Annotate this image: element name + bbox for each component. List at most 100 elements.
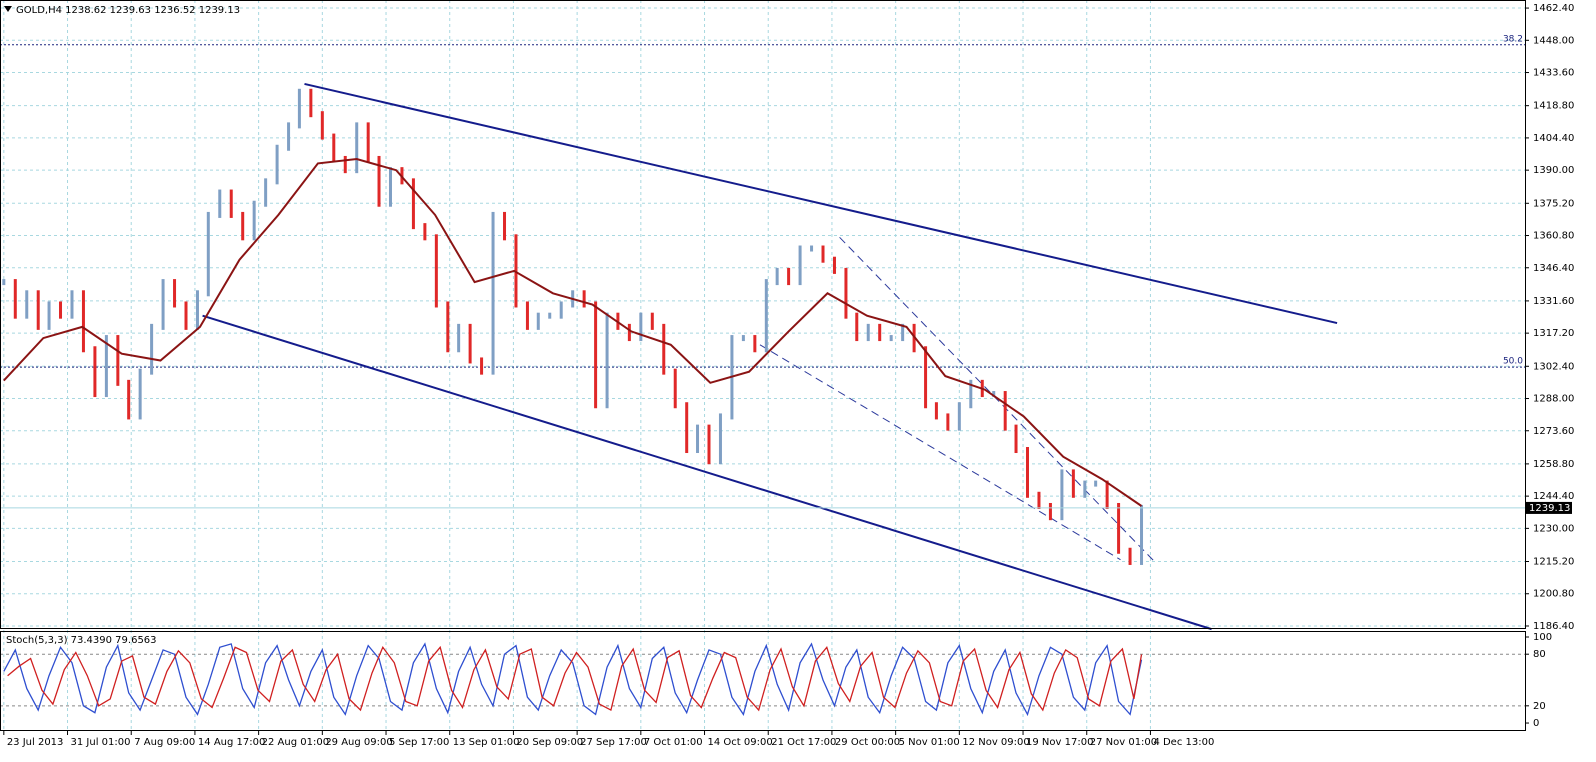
main-title: GOLD,H4 1238.62 1239.63 1236.52 1239.13	[16, 5, 240, 16]
price-bar	[992, 391, 996, 398]
price-bar	[594, 301, 598, 409]
x-tick-label: 27 Nov 01:00	[1090, 737, 1157, 748]
price-bar	[343, 155, 347, 174]
price-bar	[366, 122, 370, 162]
price-bar	[1025, 447, 1029, 498]
price-bar	[36, 290, 40, 330]
price-bar	[1083, 480, 1087, 498]
price-bar	[753, 335, 757, 353]
price-bar	[297, 88, 301, 129]
price-bar	[104, 335, 108, 398]
price-bar	[457, 323, 461, 353]
current-price-box	[1526, 501, 1572, 514]
x-tick-label: 19 Nov 17:00	[1026, 737, 1093, 748]
price-bar	[388, 167, 392, 207]
price-bar	[536, 312, 540, 330]
price-bar	[685, 402, 689, 454]
price-bar	[275, 144, 279, 185]
price-bar	[548, 312, 552, 319]
price-bar	[252, 200, 256, 241]
price-bar	[946, 413, 950, 431]
x-tick-label: 31 Jul 01:00	[71, 737, 131, 748]
price-bar	[901, 323, 905, 342]
y-tick-label: 1331.60	[1533, 296, 1574, 307]
price-bar	[662, 323, 666, 375]
price-bar	[1128, 547, 1132, 565]
fib-label: 50.0	[1503, 357, 1523, 367]
price-bar	[1037, 491, 1041, 509]
x-tick-label: 29 Aug 09:00	[325, 737, 392, 748]
price-bar	[821, 245, 825, 263]
y-tick-label: 1418.80	[1533, 101, 1574, 112]
price-bar	[878, 323, 882, 342]
price-bar	[218, 189, 222, 218]
price-bar	[150, 323, 154, 375]
stoch-title: Stoch(5,3,3) 73.4390 79.6563	[6, 635, 157, 646]
price-bar	[650, 312, 654, 330]
price-bar	[582, 290, 586, 308]
price-bar	[639, 312, 643, 342]
trend-line	[304, 82, 1338, 325]
y-tick-label: 0	[1533, 718, 1539, 729]
price-bar	[70, 290, 74, 319]
price-bar	[696, 424, 700, 454]
y-tick-label: 1244.40	[1533, 491, 1574, 502]
y-tick-label: 1375.20	[1533, 198, 1574, 209]
price-bar	[491, 211, 495, 375]
price-bar	[184, 301, 188, 330]
price-bar	[411, 178, 415, 230]
y-tick-label: 1288.00	[1533, 394, 1574, 405]
y-tick-label: 1448.00	[1533, 35, 1574, 46]
main-frame	[0, 0, 1526, 629]
price-bar	[195, 290, 199, 330]
x-tick-label: 23 Jul 2013	[7, 737, 64, 748]
price-bar	[1117, 502, 1121, 554]
x-tick-label: 27 Sep 17:00	[580, 737, 647, 748]
price-bar	[673, 368, 677, 409]
y-tick-label: 1258.80	[1533, 459, 1574, 470]
price-bar	[2, 279, 6, 286]
y-tick-label: 1273.60	[1533, 426, 1574, 437]
y-tick-label: 1404.40	[1533, 133, 1574, 144]
price-bar	[866, 323, 870, 342]
x-tick-label: 7 Oct 01:00	[644, 737, 703, 748]
price-bar	[924, 346, 928, 409]
price-bar	[798, 245, 802, 286]
x-tick-label: 4 Dec 13:00	[1153, 737, 1214, 748]
price-bar	[855, 312, 859, 342]
price-bar	[1140, 504, 1144, 565]
price-bar	[764, 279, 768, 353]
price-bar	[1014, 424, 1018, 454]
y-tick-label: 20	[1533, 701, 1546, 712]
price-bar	[1071, 469, 1075, 498]
price-bar	[627, 323, 631, 342]
price-bar	[309, 88, 313, 118]
price-bar	[138, 368, 142, 420]
trend-line	[202, 314, 1212, 631]
price-bar	[775, 267, 779, 286]
current-price-label: 1239.13	[1529, 503, 1570, 514]
price-bar	[81, 290, 85, 353]
y-tick-label: 1390.00	[1533, 165, 1574, 176]
y-tick-label: 1360.80	[1533, 231, 1574, 242]
menu-arrow[interactable]	[4, 6, 12, 12]
price-bar	[1060, 469, 1064, 521]
x-tick-label: 29 Oct 00:00	[835, 737, 900, 748]
y-tick-label: 80	[1533, 649, 1546, 660]
x-tick-label: 5 Nov 01:00	[899, 737, 960, 748]
stoch-main	[3, 642, 1143, 717]
price-bar	[434, 234, 438, 308]
price-bar	[59, 301, 63, 319]
price-bar	[446, 301, 450, 353]
price-bar	[718, 413, 722, 465]
price-bar	[161, 279, 165, 330]
price-bar	[423, 223, 427, 241]
y-tick-label: 1200.80	[1533, 589, 1574, 600]
y-tick-label: 1302.40	[1533, 361, 1574, 372]
price-bar	[468, 323, 472, 364]
price-bar	[787, 267, 791, 286]
x-tick-label: 14 Aug 17:00	[198, 737, 265, 748]
price-bar	[1094, 480, 1098, 487]
y-tick-label: 1317.20	[1533, 328, 1574, 339]
